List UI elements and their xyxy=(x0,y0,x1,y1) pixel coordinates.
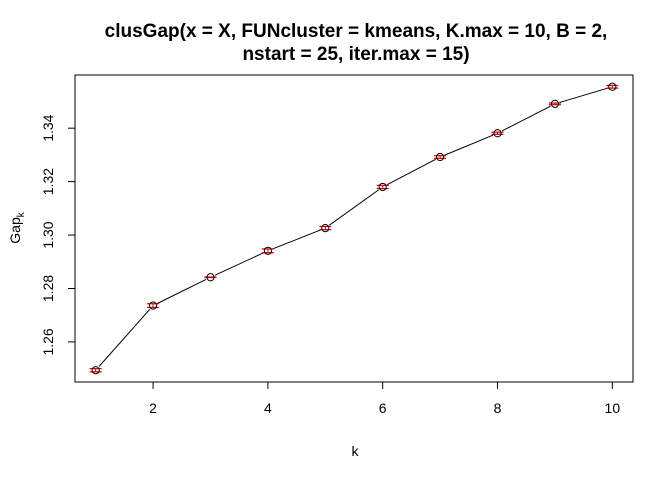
gap-series xyxy=(89,82,619,375)
x-axis: 2 4 6 8 10 xyxy=(149,381,621,416)
chart-title-line-1: clusGap(x = X, FUNcluster = kmeans, K.ma… xyxy=(105,21,608,42)
series-line-segment xyxy=(501,105,551,132)
data-point xyxy=(493,129,502,138)
y-tick-label: 1.26 xyxy=(40,328,56,355)
error-bar xyxy=(89,368,102,373)
series-line-segment xyxy=(329,189,379,226)
data-point xyxy=(148,301,158,310)
y-axis-label: Gapk xyxy=(7,211,27,243)
y-axis-label-main: Gap xyxy=(7,217,23,244)
x-tick-label: 2 xyxy=(149,400,157,416)
x-axis-label: k xyxy=(352,443,360,459)
plot-frame xyxy=(74,74,634,383)
x-tick-label: 4 xyxy=(264,400,272,416)
series-line-segment xyxy=(386,158,436,186)
y-axis: 1.26 1.28 1.30 1.32 1.34 xyxy=(40,114,76,356)
y-tick-label: 1.30 xyxy=(40,221,56,248)
data-point xyxy=(206,273,215,282)
x-tick-label: 8 xyxy=(494,400,502,416)
y-axis-label-subscript: k xyxy=(16,211,27,217)
data-point xyxy=(550,99,560,108)
error-bar xyxy=(319,225,332,231)
data-point xyxy=(436,152,445,162)
data-point xyxy=(263,246,272,255)
y-tick-label: 1.28 xyxy=(40,275,56,302)
error-bar xyxy=(548,102,561,106)
error-bar xyxy=(261,248,274,254)
error-bar xyxy=(376,184,389,190)
series-line-segment xyxy=(98,308,151,367)
series-line-segment xyxy=(272,229,321,250)
error-bar xyxy=(606,84,619,89)
y-tick-label: 1.34 xyxy=(40,114,56,141)
x-tick-label: 6 xyxy=(379,400,387,416)
error-bar xyxy=(434,155,447,159)
error-bar xyxy=(204,276,217,279)
error-bar xyxy=(147,303,160,309)
data-point xyxy=(378,182,387,192)
series-line-segment xyxy=(157,279,207,304)
error-bar xyxy=(491,131,504,135)
chart-title-line-2: nstart = 25, iter.max = 15) xyxy=(242,44,469,65)
series-line-segment xyxy=(214,252,264,276)
series-line-segment xyxy=(559,87,608,103)
data-point xyxy=(608,82,617,91)
series-line-segment xyxy=(444,134,494,156)
data-point xyxy=(91,366,100,375)
x-tick-label: 10 xyxy=(605,400,621,416)
data-point xyxy=(321,223,330,233)
y-tick-label: 1.32 xyxy=(40,168,56,195)
